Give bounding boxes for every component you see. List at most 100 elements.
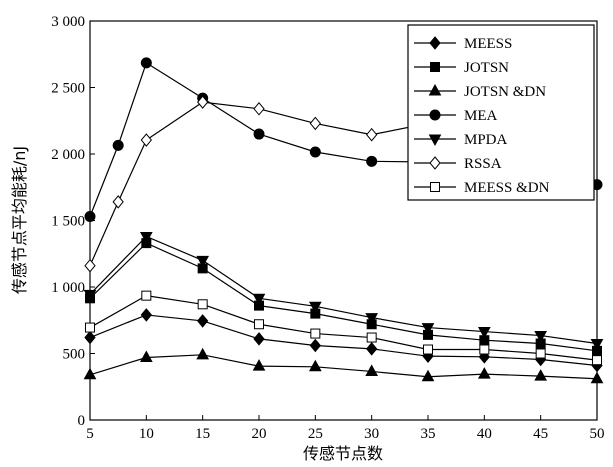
x-tick-label: 35: [421, 426, 436, 442]
data-point: [197, 95, 209, 109]
y-tick-label: 500: [63, 347, 86, 363]
data-point: [84, 211, 96, 223]
y-tick-label: 2 500: [51, 81, 85, 97]
x-tick-label: 40: [477, 426, 492, 442]
data-point: [421, 369, 435, 382]
data-point: [534, 331, 548, 343]
data-point: [140, 308, 152, 322]
series-line: [89, 242, 598, 352]
y-tick-label: 0: [78, 413, 86, 429]
series: [85, 290, 602, 366]
series-line: [89, 354, 598, 380]
data-point: [423, 344, 433, 355]
data-point: [310, 328, 321, 339]
x-tick-label: 5: [86, 426, 94, 442]
data-point: [428, 134, 442, 147]
data-point: [253, 128, 265, 140]
data-point: [83, 289, 97, 302]
series-line: [89, 314, 598, 367]
x-tick-label: 25: [308, 426, 323, 442]
data-point: [112, 139, 124, 151]
data-point: [83, 367, 97, 380]
data-point: [590, 371, 604, 384]
data-point: [308, 359, 322, 372]
legend-label: JOTSN &DN: [464, 84, 546, 100]
data-point: [429, 109, 441, 121]
x-tick-label: 50: [590, 426, 605, 442]
data-point: [366, 155, 378, 167]
series-line: [89, 235, 598, 345]
data-point: [197, 314, 209, 328]
legend-item: MPDA: [414, 132, 508, 148]
y-axis-ticks: 0 500 1 000 1 500 2 000 2 500 3 000: [51, 14, 95, 429]
legend-item: MEESS: [414, 36, 512, 52]
data-point: [196, 255, 210, 268]
data-point: [365, 313, 379, 325]
legend-item: JOTSN: [414, 60, 509, 76]
legend: MEESS JOTSN JOTSN &DN MEA MPDA RSSA MEESS &DN: [407, 24, 595, 201]
data-point: [429, 36, 441, 50]
data-point: [140, 133, 152, 147]
data-point: [429, 156, 441, 170]
data-point: [430, 62, 440, 72]
x-tick-label: 20: [252, 426, 267, 442]
data-point: [430, 182, 440, 192]
legend-item: RSSA: [414, 156, 502, 172]
data-point: [84, 330, 96, 345]
x-tick-label: 10: [139, 426, 154, 442]
series-line: [89, 101, 429, 266]
y-tick-label: 3 000: [51, 14, 85, 30]
data-point: [366, 332, 377, 343]
legend-item: MEESS &DN: [414, 180, 550, 196]
data-point: [309, 116, 321, 131]
data-point: [421, 323, 435, 335]
y-tick-label: 1 500: [51, 214, 85, 230]
data-point: [141, 290, 152, 301]
legend-label: MEA: [464, 108, 498, 124]
legend-label: MPDA: [464, 132, 508, 148]
data-point: [590, 339, 604, 351]
data-point: [85, 322, 95, 333]
data-point: [197, 299, 208, 310]
data-point: [592, 355, 602, 366]
data-point: [479, 344, 490, 355]
data-point: [366, 127, 378, 142]
y-tick-label: 2 000: [51, 147, 85, 163]
data-point: [140, 57, 152, 69]
series-line: [89, 295, 598, 361]
legend-item: MEA: [414, 108, 498, 124]
series: [84, 308, 603, 373]
data-point: [84, 258, 96, 273]
data-point: [309, 146, 321, 158]
data-point: [139, 350, 153, 362]
data-point: [477, 367, 491, 379]
data-point: [254, 319, 264, 330]
data-point: [477, 327, 491, 339]
data-point: [366, 342, 378, 356]
legend-item: JOTSN &DN: [414, 83, 546, 100]
data-point: [252, 293, 266, 306]
legend-label: MEESS &DN: [464, 180, 550, 196]
y-axis-label: 传感节点平均能耗/nJ: [10, 146, 29, 294]
series: [85, 238, 602, 356]
series: [83, 347, 604, 384]
data-point: [253, 332, 265, 346]
x-tick-label: 30: [364, 426, 379, 442]
data-point: [308, 301, 322, 314]
data-point: [365, 364, 379, 376]
x-tick-label: 45: [533, 426, 548, 442]
series-layer: [83, 57, 604, 384]
legend-label: RSSA: [464, 156, 502, 172]
series: [83, 231, 604, 351]
data-point: [309, 338, 321, 353]
data-point: [535, 348, 546, 359]
data-point: [196, 347, 210, 360]
x-axis-label: 传感节点数: [303, 444, 383, 463]
data-point: [252, 359, 266, 371]
data-point: [534, 369, 548, 381]
data-point: [139, 231, 153, 244]
data-point: [112, 195, 124, 209]
x-tick-label: 15: [195, 426, 210, 442]
data-point: [428, 83, 442, 96]
